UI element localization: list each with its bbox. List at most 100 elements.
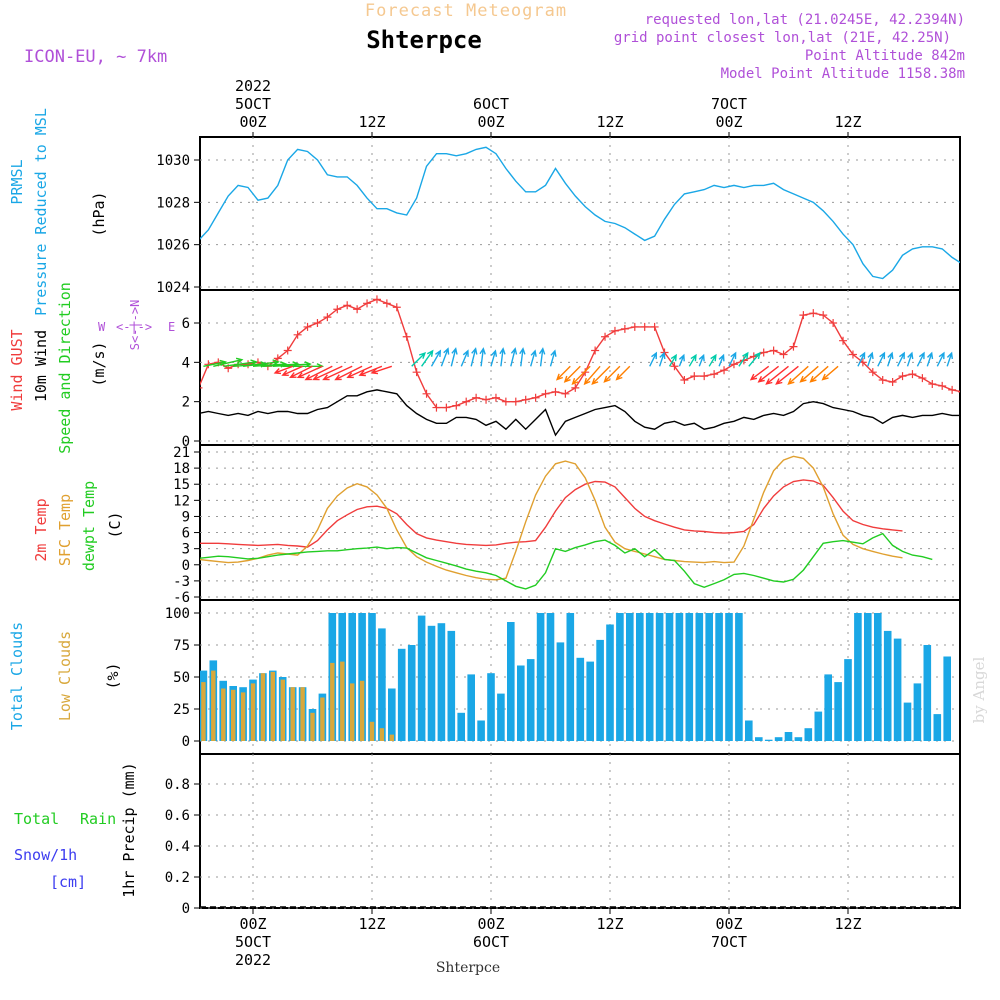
wind-arrow <box>583 365 601 386</box>
snow-label: Snow/1h <box>14 846 77 864</box>
gust-point <box>779 350 788 359</box>
gust-point <box>482 395 491 404</box>
temp-2m-line <box>200 479 903 548</box>
compass-ns: S<-|->N <box>128 300 142 351</box>
total-cloud-bar <box>477 720 485 741</box>
low-cloud-bar <box>290 687 295 741</box>
wind-arrow <box>370 365 393 375</box>
total-cloud-bar <box>804 728 813 741</box>
low-cloud-bar <box>270 671 275 741</box>
wind-arrow <box>430 349 442 367</box>
wind-arrow <box>499 347 506 367</box>
total-cloud-bar <box>546 613 555 741</box>
gust-point <box>432 403 441 412</box>
low-cloud-bar <box>300 687 305 741</box>
wind-arrow <box>479 347 486 367</box>
gust-point <box>442 403 451 412</box>
wind-arrow <box>281 365 303 376</box>
temp-ylabel: (C) <box>106 511 124 538</box>
total-cloud-bar <box>685 613 694 741</box>
temp-sfc-line-group <box>200 455 903 581</box>
ytick-label-wind: 4 <box>182 355 190 371</box>
total-cloud-bar <box>814 711 823 741</box>
bottom-time-label: 00Z <box>715 915 742 933</box>
total-cloud-bar <box>844 659 852 741</box>
data-marks <box>190 146 960 908</box>
top-time-label: 12Z <box>834 113 861 131</box>
compass-arrow-h: <-|-> <box>116 320 152 334</box>
gust-point <box>620 324 629 333</box>
low-cloud-bar <box>340 661 345 741</box>
snow-unit-label: [cm] <box>50 873 86 891</box>
wind-arrow <box>688 353 697 367</box>
wind-arrow <box>749 365 770 381</box>
dewpt-title: dewpt Temp <box>80 481 98 571</box>
gust-point <box>789 342 798 351</box>
wind-speed-line-group <box>200 389 960 437</box>
ytick-label-temperature: 9 <box>182 509 190 525</box>
gust-point <box>472 393 481 402</box>
low-cloud-bar <box>260 673 266 741</box>
temp-sfc-line <box>200 455 903 581</box>
total-cloud-bar <box>943 656 951 741</box>
wind-arrows <box>203 347 953 386</box>
ytick-label-temperature: 15 <box>173 477 190 493</box>
total-cloud-bar <box>447 630 456 741</box>
total-cloud-bar <box>517 665 525 741</box>
gust-point <box>452 401 461 410</box>
gust-point <box>868 368 877 377</box>
gust-point <box>819 311 828 320</box>
low-cloud-bar <box>240 692 246 741</box>
low-cloud-bar <box>320 697 325 741</box>
total-cloud-bar <box>655 613 664 741</box>
bottom-time-label: 2022 <box>235 951 271 969</box>
ytick-label-clouds: 50 <box>173 670 190 686</box>
gust-point <box>729 360 738 369</box>
wind-arrow <box>738 351 749 367</box>
gust-point <box>283 346 292 355</box>
gust-point <box>680 376 689 385</box>
gust-point <box>200 387 203 389</box>
gust-point <box>491 393 500 402</box>
wind-arrow <box>936 351 945 367</box>
ytick-label-pressure: 1030 <box>156 153 190 169</box>
total-cloud-bar <box>755 737 763 741</box>
total-cloud-bar <box>566 613 575 741</box>
total-cloud-bar <box>725 613 733 741</box>
gust-point <box>521 395 530 404</box>
gust-point <box>928 379 937 388</box>
ytick-label-pressure: 1024 <box>156 280 190 296</box>
gust-point <box>323 313 332 322</box>
panel-frame-precipitation <box>199 753 961 909</box>
wind-speed-line <box>200 389 960 437</box>
wind-arrow <box>906 351 914 367</box>
wind-arrow <box>304 365 333 381</box>
point-altitude: Point Altitude 842m <box>805 48 965 64</box>
wind-arrow <box>926 351 934 367</box>
precip-ylabel: 1hr Precip (mm) <box>120 762 138 897</box>
wind-arrow <box>243 359 280 367</box>
total-cloud-bar <box>348 613 356 741</box>
wind-arrow <box>358 365 383 377</box>
gust-point <box>799 311 808 320</box>
total-cloud-bar <box>536 613 545 741</box>
total-cloud-bar <box>526 659 535 741</box>
total-cloud-bar <box>368 613 376 741</box>
wind-title: 10m Wind <box>32 330 50 402</box>
low-cloud-bar <box>369 721 375 741</box>
total-cloud-bar <box>774 737 783 741</box>
dewpoint-line <box>200 532 933 590</box>
total-cloud-bar <box>190 696 198 741</box>
wind-arrow <box>775 365 799 385</box>
signature: by Angel <box>970 656 988 723</box>
total-cloud-bar <box>556 642 565 741</box>
dewpoint-line-group <box>200 532 933 590</box>
ytick-label-temperature: 3 <box>182 542 190 558</box>
gust-point <box>839 336 848 345</box>
wind-arrow <box>678 353 685 367</box>
ytick-label-wind: 2 <box>182 395 190 411</box>
gust-point <box>244 360 253 369</box>
wind-arrow <box>273 365 293 375</box>
total-cloud-bar <box>358 613 366 741</box>
ytick-label-clouds: 75 <box>173 638 190 654</box>
